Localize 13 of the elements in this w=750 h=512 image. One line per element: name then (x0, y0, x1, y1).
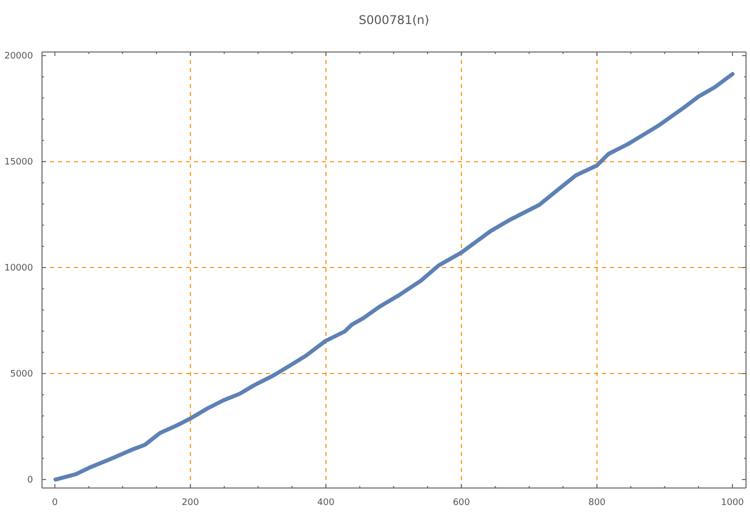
x-tick-label: 600 (452, 498, 470, 508)
x-tick-label: 800 (588, 498, 606, 508)
y-tick-label: 10000 (4, 263, 34, 274)
x-tick-label: 0 (52, 498, 58, 508)
y-tick-label: 5000 (10, 369, 34, 380)
chart-title: S000781(n) (358, 13, 430, 27)
x-tick-label: 400 (317, 498, 335, 508)
line-series (54, 72, 734, 482)
x-tick-label: 1000 (720, 498, 744, 508)
y-tick-label: 20000 (4, 51, 34, 62)
y-tick-label: 0 (27, 475, 34, 486)
x-tick-label: 200 (182, 498, 200, 508)
y-tick-label: 15000 (4, 157, 34, 168)
